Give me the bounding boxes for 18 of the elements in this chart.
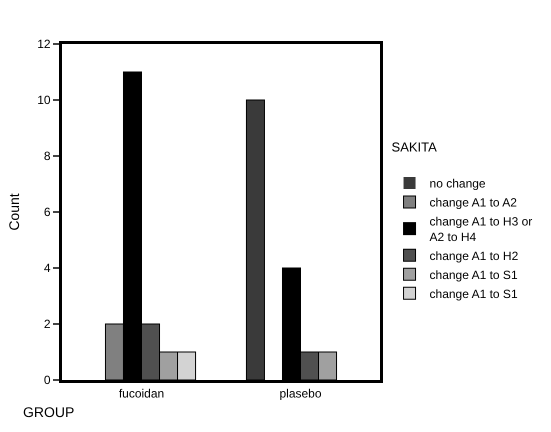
x-axis-title: GROUP bbox=[23, 404, 74, 420]
y-tick-label: 4 bbox=[44, 261, 51, 276]
legend-label: change A1 to H2 bbox=[430, 248, 519, 263]
x-tick-label: plasebo bbox=[279, 386, 322, 400]
legend-label: no change bbox=[430, 176, 486, 191]
legend-title: SAKITA bbox=[392, 140, 438, 155]
legend-label: change A1 to A2 bbox=[430, 196, 518, 210]
y-tick-label: 8 bbox=[44, 149, 51, 164]
y-tick-label: 12 bbox=[37, 37, 51, 52]
y-axis-title: Count bbox=[6, 193, 22, 231]
y-tick-label: 6 bbox=[44, 205, 51, 220]
y-tick-label: 0 bbox=[44, 373, 51, 388]
x-tick-label: fucoidan bbox=[118, 386, 164, 400]
legend-label: change A1 to S1 bbox=[430, 268, 518, 282]
legend-label: change A1 to S1 bbox=[430, 286, 518, 301]
bar bbox=[246, 100, 265, 380]
y-tick-label: 10 bbox=[37, 93, 51, 108]
y-tick-label: 2 bbox=[44, 317, 51, 332]
